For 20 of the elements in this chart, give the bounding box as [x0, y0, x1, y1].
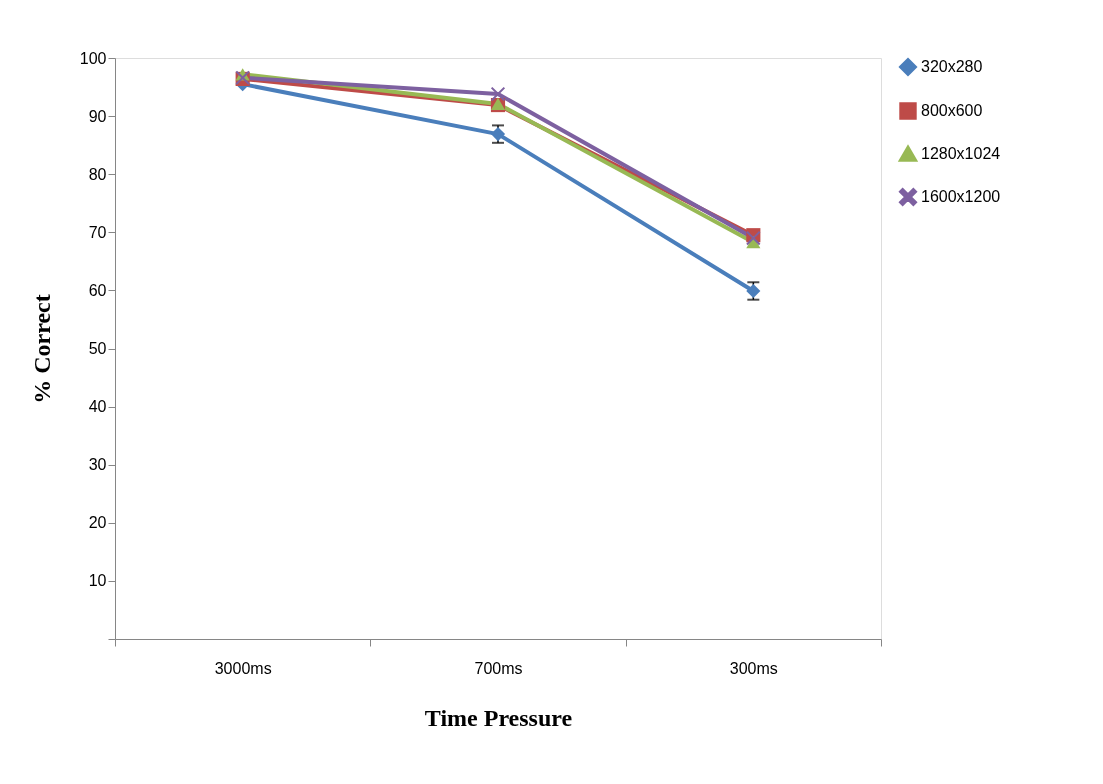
y-tick-label: 100	[79, 49, 107, 67]
y-tick-label: 50	[88, 340, 107, 357]
y-axis-title: % Correct	[28, 294, 55, 404]
y-tick-label: 40	[88, 398, 107, 416]
x-axis-title: Time Pressure	[424, 704, 573, 731]
x-tick-label: 700ms	[474, 659, 523, 677]
y-tick-label: 30	[88, 456, 107, 474]
y-tick-label: 80	[88, 165, 107, 183]
y-tick-label: 10	[88, 572, 107, 590]
legend-label: 1600x1200	[921, 188, 1001, 205]
x-tick-label: 3000ms	[214, 659, 272, 677]
y-tick-label: 90	[88, 107, 107, 125]
y-tick-label: 20	[88, 514, 107, 532]
y-tick-label: 60	[88, 281, 107, 299]
y-tick-label: 70	[88, 223, 107, 241]
legend-label: 320x280	[921, 58, 983, 75]
legend-label: 800x600	[921, 102, 983, 119]
point	[490, 86, 506, 102]
x-tick-label: 300ms	[729, 659, 778, 677]
legend-label: 1280x1024	[921, 145, 1001, 162]
